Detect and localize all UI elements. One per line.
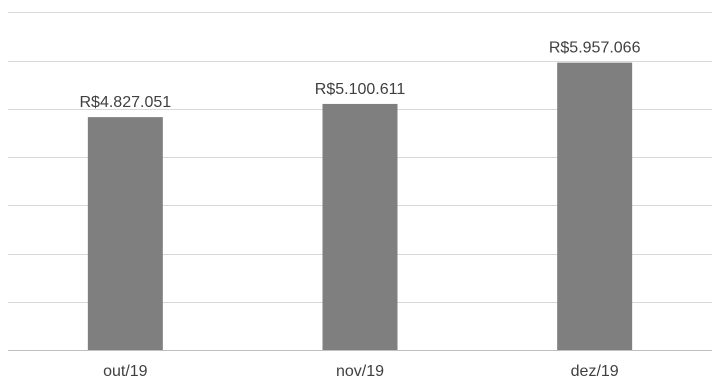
data-labels: R$4.827.051 R$5.100.611 R$5.957.066 [80, 40, 641, 112]
x-tick-labels: out/19 nov/19 dez/19 [103, 363, 619, 380]
bar-2 [322, 103, 398, 351]
bar-1 [87, 117, 163, 350]
x-tick-label-3: dez/19 [571, 363, 619, 380]
x-tick-label-1: out/19 [103, 363, 148, 380]
data-label-2: R$5.100.611 [315, 81, 406, 98]
data-label-3: R$5.957.066 [549, 40, 641, 57]
bar-3 [557, 62, 633, 351]
data-label-1: R$4.827.051 [80, 94, 172, 111]
bars [87, 62, 633, 351]
x-tick-label-2: nov/19 [336, 363, 384, 380]
